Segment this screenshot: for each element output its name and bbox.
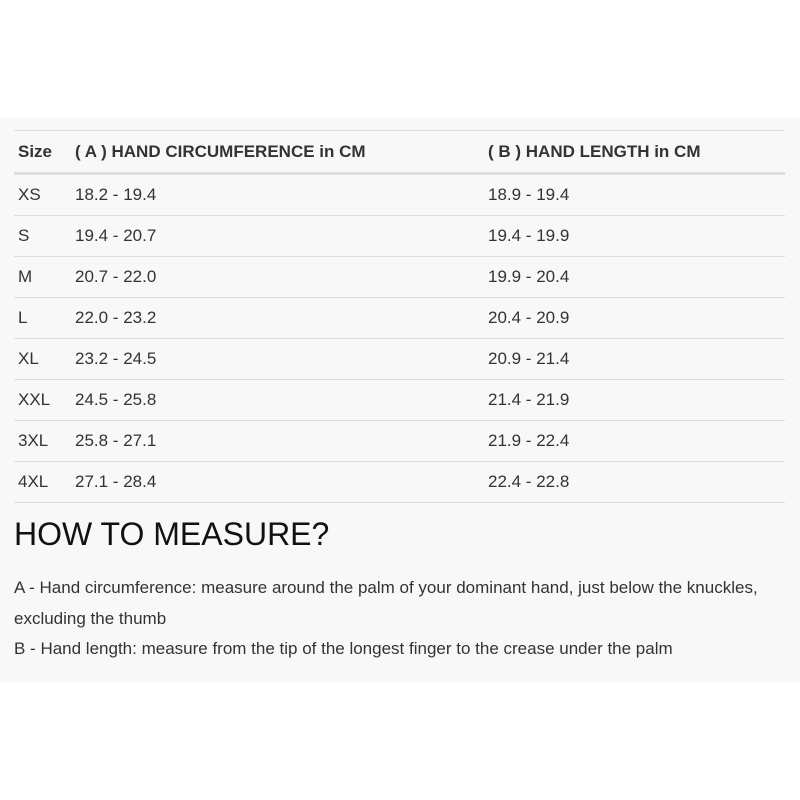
table-row: XXL 24.5 - 25.8 21.4 - 21.9 [14,379,785,421]
cell-length: 21.9 - 22.4 [484,420,785,462]
cell-length: 22.4 - 22.8 [484,461,785,503]
size-chart-panel: Size ( A ) HAND CIRCUMFERENCE in CM ( B … [0,118,800,682]
cell-circumference: 27.1 - 28.4 [71,461,484,503]
instruction-b: B - Hand length: measure from the tip of… [14,639,673,658]
cell-size: 4XL [14,461,71,503]
cell-length: 18.9 - 19.4 [484,173,785,216]
cell-size: XXL [14,379,71,421]
cell-length: 19.9 - 20.4 [484,256,785,298]
cell-length: 21.4 - 21.9 [484,379,785,421]
cell-circumference: 22.0 - 23.2 [71,297,484,339]
cell-circumference: 19.4 - 20.7 [71,215,484,257]
cell-length: 20.9 - 21.4 [484,338,785,380]
measure-instructions: A - Hand circumference: measure around t… [14,573,794,665]
cell-circumference: 25.8 - 27.1 [71,420,484,462]
table-row: 4XL 27.1 - 28.4 22.4 - 22.8 [14,461,785,503]
cell-length: 20.4 - 20.9 [484,297,785,339]
header-circumference: ( A ) HAND CIRCUMFERENCE in CM [71,130,484,175]
table-row: XL 23.2 - 24.5 20.9 - 21.4 [14,338,785,380]
cell-circumference: 18.2 - 19.4 [71,173,484,216]
how-to-measure-title: HOW TO MEASURE? [14,516,330,552]
table-row: M 20.7 - 22.0 19.9 - 20.4 [14,256,785,298]
header-length: ( B ) HAND LENGTH in CM [484,130,785,175]
cell-length: 19.4 - 19.9 [484,215,785,257]
cell-size: L [14,297,71,339]
table-row: 3XL 25.8 - 27.1 21.9 - 22.4 [14,420,785,462]
table-row: L 22.0 - 23.2 20.4 - 20.9 [14,297,785,339]
table-header-row: Size ( A ) HAND CIRCUMFERENCE in CM ( B … [14,130,785,175]
cell-size: XS [14,173,71,216]
cell-size: S [14,215,71,257]
table-row: S 19.4 - 20.7 19.4 - 19.9 [14,215,785,257]
header-size: Size [14,130,71,175]
cell-circumference: 23.2 - 24.5 [71,338,484,380]
cell-size: XL [14,338,71,380]
cell-size: M [14,256,71,298]
cell-circumference: 24.5 - 25.8 [71,379,484,421]
cell-circumference: 20.7 - 22.0 [71,256,484,298]
size-table: Size ( A ) HAND CIRCUMFERENCE in CM ( B … [14,130,785,503]
instruction-a: A - Hand circumference: measure around t… [14,578,758,628]
cell-size: 3XL [14,420,71,462]
table-row: XS 18.2 - 19.4 18.9 - 19.4 [14,173,785,216]
